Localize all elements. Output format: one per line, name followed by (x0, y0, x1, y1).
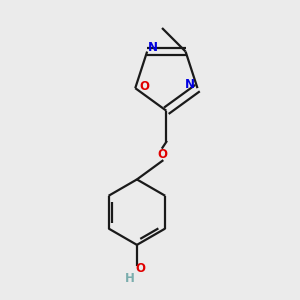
Text: O: O (136, 262, 146, 275)
Text: N: N (148, 41, 158, 54)
Text: O: O (158, 148, 167, 161)
Text: N: N (185, 78, 195, 91)
Text: H: H (125, 272, 135, 285)
Text: O: O (140, 80, 149, 93)
